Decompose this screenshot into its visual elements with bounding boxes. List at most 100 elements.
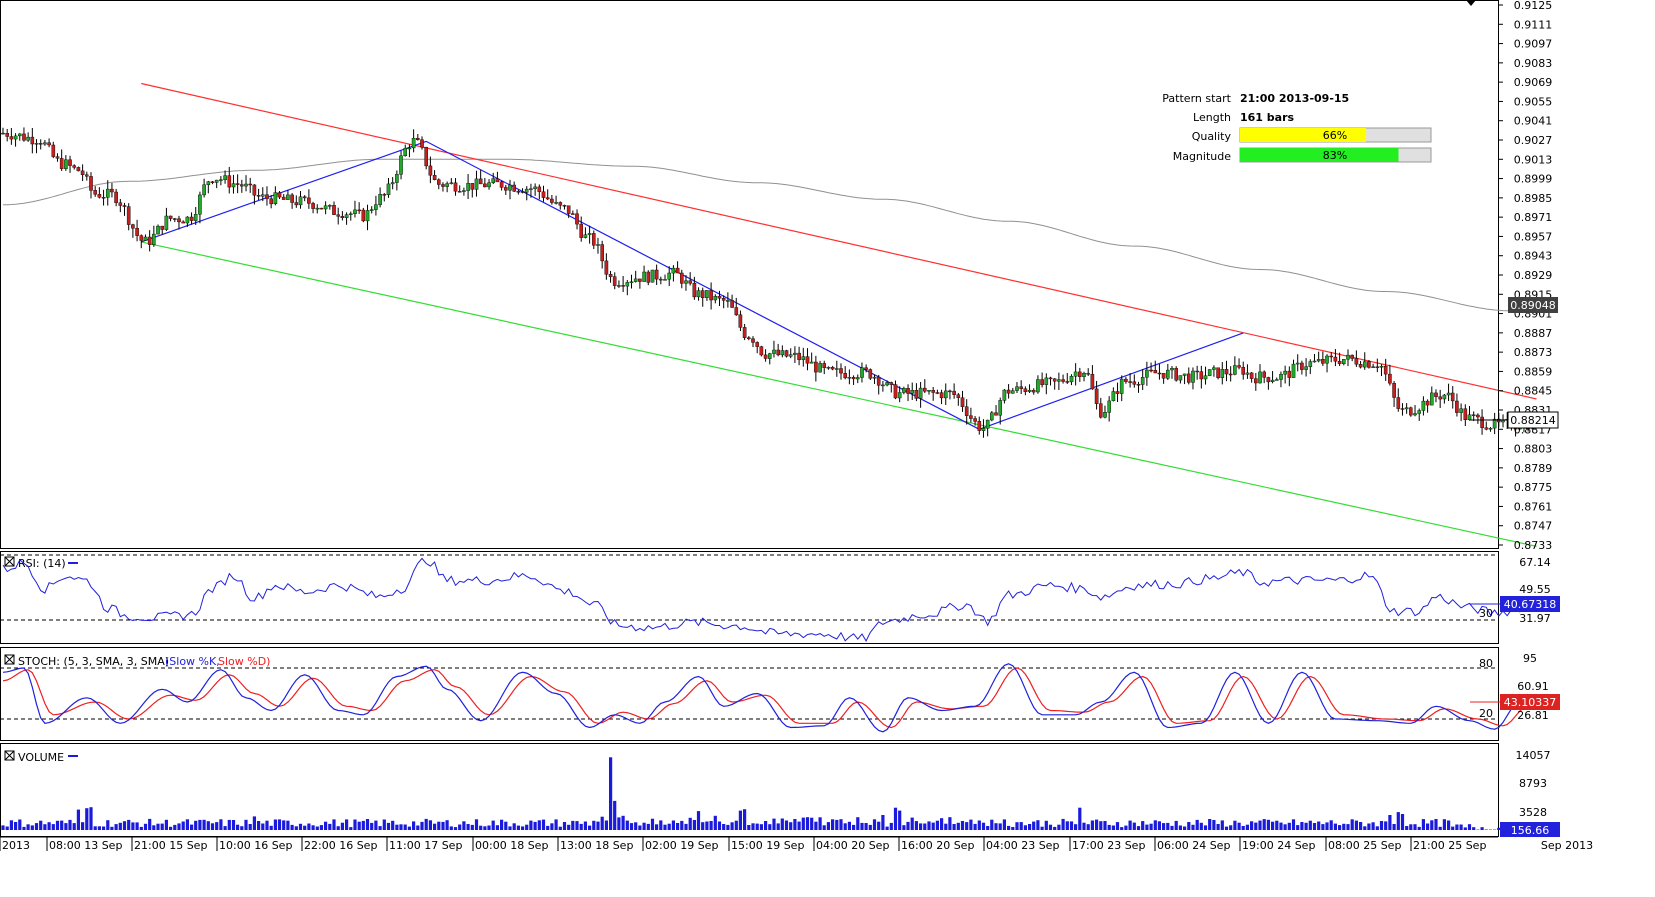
- volume-bar: [546, 825, 550, 830]
- volume-bar: [692, 820, 696, 830]
- volume-bar: [629, 823, 634, 830]
- candle-body: [1429, 392, 1434, 406]
- volume-bar: [609, 757, 613, 830]
- candle-body: [629, 281, 634, 283]
- volume-bar: [1392, 824, 1396, 830]
- candle-body: [1237, 365, 1241, 368]
- volume-close-icon[interactable]: [4, 750, 15, 761]
- volume-bar: [1484, 829, 1488, 830]
- candle-body: [357, 209, 362, 212]
- candle-body: [675, 267, 680, 274]
- candle-body: [1262, 371, 1266, 378]
- candle-body: [805, 356, 810, 364]
- candle-body: [633, 278, 638, 282]
- volume-bar: [202, 819, 206, 830]
- volume-bar: [1359, 822, 1363, 830]
- price-tick-label: 0.8733: [1514, 539, 1553, 552]
- volume-tick-mid: 8793: [1519, 777, 1547, 790]
- volume-bar: [169, 826, 173, 830]
- candle-body: [671, 267, 676, 274]
- candle-body: [1417, 410, 1421, 414]
- candle-body: [1094, 388, 1099, 404]
- volume-bar: [814, 821, 818, 830]
- rsi-panel-frame: [0, 551, 1499, 644]
- candle-body: [68, 159, 72, 166]
- candle-body: [449, 182, 454, 185]
- price-tick-label: 0.8873: [1514, 346, 1553, 359]
- candle-body: [596, 244, 600, 246]
- volume-bar: [1111, 825, 1115, 830]
- volume-bar: [1028, 824, 1032, 830]
- candle-body: [483, 183, 487, 188]
- candle-body: [843, 373, 847, 379]
- time-tick-label: 17:00 23 Sep: [1072, 839, 1145, 852]
- volume-bar: [956, 822, 960, 830]
- candle-body: [315, 207, 320, 210]
- time-tick-label: 02:00 19 Sep: [645, 839, 718, 852]
- candle-body: [64, 159, 68, 169]
- rsi-close-icon[interactable]: [4, 556, 15, 567]
- candle-body: [583, 234, 588, 238]
- candle-body: [1073, 371, 1078, 377]
- candle-body: [1467, 414, 1472, 420]
- candle-body: [168, 215, 173, 219]
- pattern-length-label: Length: [1193, 111, 1231, 124]
- volume-bar: [106, 820, 110, 830]
- volume-bar: [395, 824, 399, 830]
- candle-body: [1170, 368, 1174, 371]
- price-tick-label: 0.8775: [1514, 481, 1553, 494]
- candle-body: [1455, 400, 1459, 413]
- magnitude-bar-fill: [1240, 148, 1399, 162]
- stoch-close-icon[interactable]: [4, 654, 15, 665]
- candle-body: [663, 279, 667, 281]
- volume-bar: [1233, 820, 1237, 830]
- candle-body: [1, 132, 5, 135]
- candle-body: [730, 300, 734, 308]
- volume-bar: [72, 823, 76, 830]
- candle-body: [1023, 388, 1028, 392]
- volume-bar: [22, 826, 26, 830]
- volume-bar: [801, 817, 805, 830]
- candle-body: [747, 337, 751, 340]
- main-panel-frame: [0, 0, 1499, 549]
- candle-body: [1052, 378, 1057, 382]
- candle-body: [219, 179, 223, 181]
- candle-body: [202, 184, 206, 196]
- time-tick-label: 16:00 20 Sep: [901, 839, 974, 852]
- volume-bar: [705, 821, 709, 830]
- volume-bar: [881, 815, 885, 830]
- candle-body: [239, 184, 244, 187]
- candle-body: [1174, 368, 1178, 381]
- support-line: [141, 241, 1537, 547]
- candle-body: [860, 367, 864, 378]
- candle-body: [885, 382, 889, 386]
- volume-bar: [902, 825, 906, 830]
- candle-body: [286, 194, 290, 200]
- candle-body: [395, 174, 399, 183]
- volume-bar: [638, 825, 642, 830]
- candle-body: [1048, 377, 1053, 380]
- volume-bar: [386, 822, 391, 830]
- volume-bar: [923, 823, 927, 830]
- candle-body: [1233, 365, 1237, 375]
- candle-body: [110, 188, 114, 193]
- volume-bar: [571, 820, 575, 830]
- candle-body: [998, 400, 1002, 416]
- volume-bar: [906, 821, 910, 830]
- volume-bar: [399, 824, 403, 830]
- volume-bar: [914, 821, 918, 830]
- candle-body: [1157, 372, 1162, 375]
- candle-body: [964, 406, 969, 416]
- volume-bar: [441, 821, 445, 830]
- volume-bar: [898, 810, 902, 830]
- candle-body: [608, 274, 613, 277]
- volume-bar: [491, 820, 495, 830]
- volume-bar: [122, 821, 127, 830]
- volume-bar: [1015, 822, 1019, 830]
- scroll-marker-icon[interactable]: [1466, 0, 1476, 6]
- volume-bar: [462, 821, 466, 830]
- candle-body: [1161, 373, 1166, 379]
- rsi-tick-high: 67.14: [1519, 556, 1551, 569]
- volume-bar: [537, 820, 541, 830]
- candle-body: [416, 137, 420, 140]
